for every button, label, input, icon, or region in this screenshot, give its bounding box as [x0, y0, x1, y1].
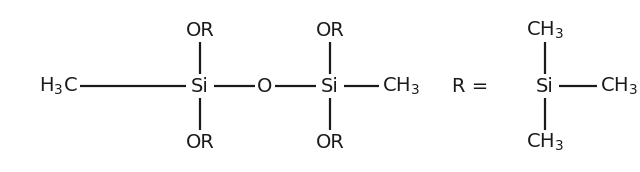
Text: H$_3$C: H$_3$C: [38, 75, 77, 97]
Text: CH$_3$: CH$_3$: [526, 131, 564, 153]
Text: Si: Si: [536, 77, 554, 95]
Text: OR: OR: [316, 132, 344, 152]
Text: CH$_3$: CH$_3$: [526, 19, 564, 41]
Text: OR: OR: [186, 132, 214, 152]
Text: CH$_3$: CH$_3$: [600, 75, 638, 97]
Text: O: O: [257, 77, 273, 95]
Text: CH$_3$: CH$_3$: [382, 75, 420, 97]
Text: OR: OR: [186, 20, 214, 40]
Text: Si: Si: [321, 77, 339, 95]
Text: OR: OR: [316, 20, 344, 40]
Text: Si: Si: [191, 77, 209, 95]
Text: R =: R =: [452, 77, 488, 95]
